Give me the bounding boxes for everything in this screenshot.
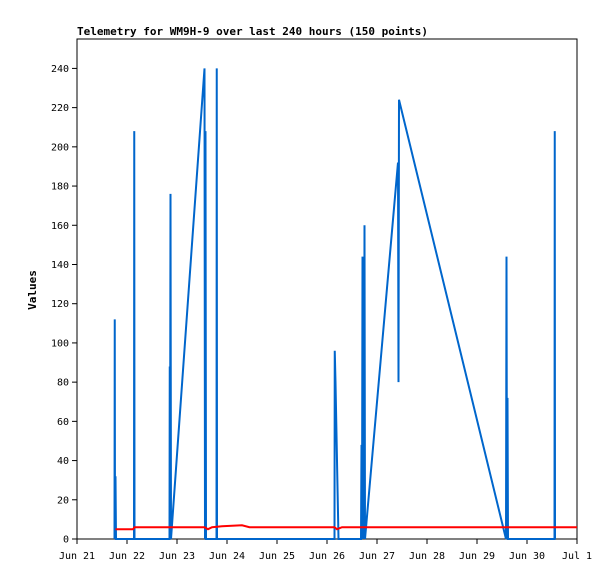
y-axis-label: Values (26, 270, 39, 310)
y-tick-label: 220 (51, 103, 69, 114)
x-tick-label: Jun 28 (409, 551, 445, 562)
x-axis: Jun 21 Jun 22 Jun 23 Jun 24 Jun 25 Jun 26 Jun … (59, 539, 592, 562)
y-tick-label: 200 (51, 142, 69, 153)
x-tick-label: Jun 25 (259, 551, 295, 562)
y-tick-label: 40 (57, 456, 69, 467)
y-tick-label: 120 (51, 299, 69, 310)
x-tick-label: Jun 23 (159, 551, 195, 562)
x-tick-label: Jun 29 (459, 551, 495, 562)
y-tick-label: 140 (51, 260, 69, 271)
y-tick-label: 20 (57, 495, 69, 506)
x-tick-label: Jun 26 (309, 551, 345, 562)
x-tick-label: Jul 1 (562, 551, 592, 562)
y-tick-label: 80 (57, 378, 69, 389)
series-line-2 (115, 524, 577, 531)
series-line-1 (113, 68, 556, 540)
x-tick-label: Jun 22 (109, 551, 145, 562)
y-tick-label: 100 (51, 338, 69, 349)
plot-area (76, 38, 578, 540)
y-tick-label: 160 (51, 221, 69, 232)
y-axis: 0 20 40 60 80 100 120 140 160 180 200 220 240 (51, 64, 77, 546)
x-tick-label: Jun 27 (359, 551, 395, 562)
y-tick-label: 0 (63, 535, 69, 546)
x-tick-label: Jun 24 (209, 551, 245, 562)
chart-title: Telemetry for WM9H-9 over last 240 hours… (77, 25, 428, 38)
x-tick-label: Jun 30 (509, 551, 545, 562)
x-tick-label: Jun 21 (59, 551, 95, 562)
y-tick-label: 180 (51, 182, 69, 193)
series-layer (113, 68, 577, 540)
y-tick-label: 60 (57, 417, 69, 428)
y-tick-label: 240 (51, 64, 69, 75)
